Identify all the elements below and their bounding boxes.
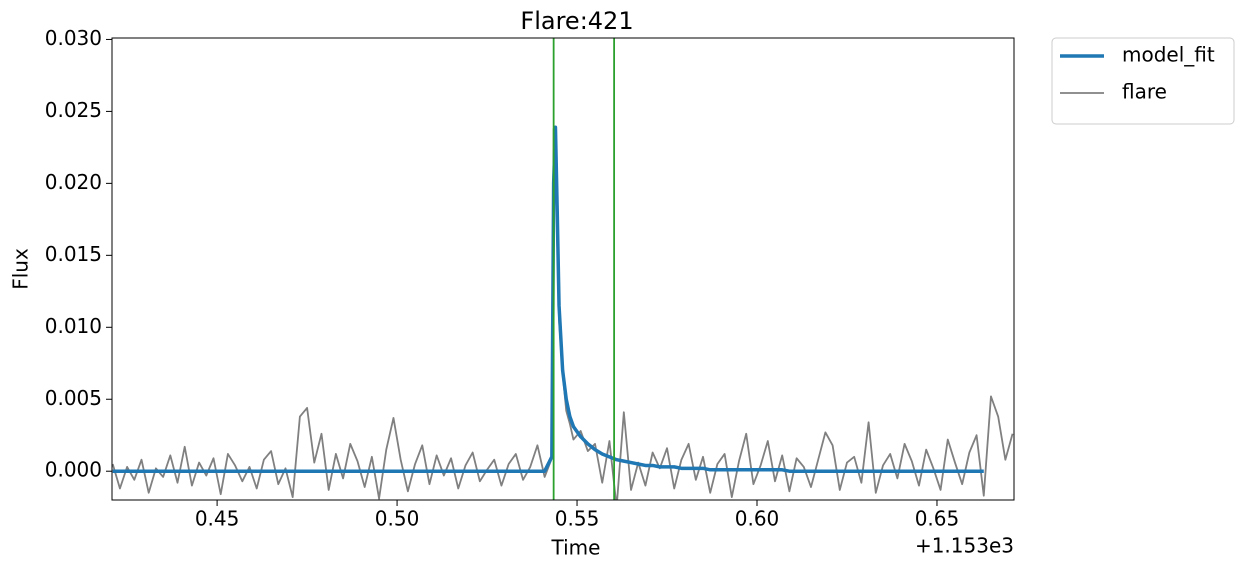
- legend-label: model_fit: [1122, 43, 1215, 67]
- y-tick-label: 0.025: [45, 98, 102, 122]
- series-line: [112, 125, 984, 473]
- axes-frame: [111, 37, 1015, 501]
- legend-box: [1051, 37, 1235, 125]
- y-tick-label: 0.020: [45, 170, 102, 194]
- y-tick-label: 0.000: [45, 458, 102, 482]
- x-tick-label: 0.65: [915, 507, 960, 531]
- plot-area: [112, 38, 1014, 500]
- legend-label: flare: [1122, 80, 1167, 104]
- x-offset-text: +1.153e3: [915, 534, 1014, 558]
- y-tick-label: 0.005: [45, 386, 102, 410]
- y-tick-label: 0.030: [45, 26, 102, 50]
- series-line: [112, 127, 1014, 500]
- x-tick-label: 0.45: [195, 507, 240, 531]
- x-tick-label: 0.55: [555, 507, 600, 531]
- y-tick-label: 0.010: [45, 314, 102, 338]
- x-tick-label: 0.50: [375, 507, 420, 531]
- y-axis-label: Flux: [9, 248, 33, 290]
- x-tick-label: 0.60: [735, 507, 780, 531]
- chart-title: Flare:421: [520, 7, 633, 35]
- y-tick-label: 0.015: [45, 242, 102, 266]
- x-axis-label: Time: [551, 536, 601, 560]
